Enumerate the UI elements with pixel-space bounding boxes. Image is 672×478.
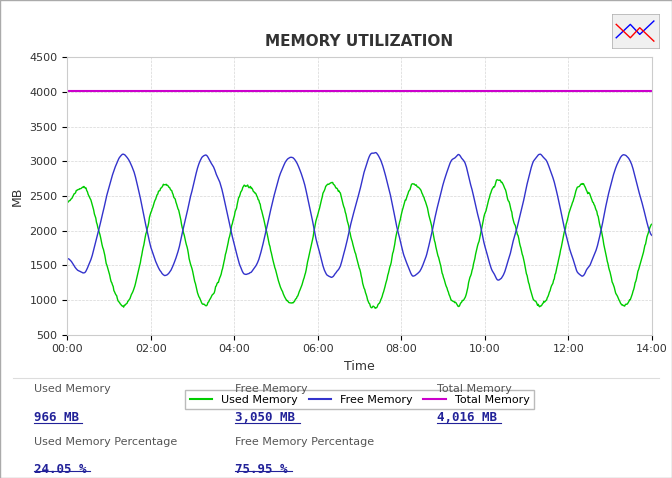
Text: 966 MB: 966 MB <box>34 411 79 424</box>
Free Memory <box>313 241 321 247</box>
Used Memory <box>648 221 656 227</box>
Free Memory <box>372 150 380 155</box>
Used Memory <box>493 177 501 183</box>
Legend: Used Memory, Free Memory, Total Memory: Used Memory, Free Memory, Total Memory <box>185 390 534 409</box>
Total Memory <box>105 88 113 94</box>
Free Memory <box>458 155 466 161</box>
X-axis label: Time: Time <box>344 360 375 373</box>
Free Memory <box>390 210 398 216</box>
Text: Used Memory: Used Memory <box>34 384 110 394</box>
Used Memory <box>392 229 401 235</box>
Used Memory <box>355 265 363 271</box>
Used Memory <box>458 299 466 305</box>
Text: Used Memory Percentage: Used Memory Percentage <box>34 436 177 446</box>
Text: 24.05 %: 24.05 % <box>34 463 86 476</box>
Used Memory <box>63 199 71 205</box>
Y-axis label: MB: MB <box>11 186 24 206</box>
Free Memory <box>63 255 71 261</box>
Used Memory <box>212 283 220 289</box>
Used Memory <box>313 213 321 219</box>
Free Memory <box>648 232 656 238</box>
Line: Used Memory: Used Memory <box>67 180 652 308</box>
Text: Total Memory: Total Memory <box>437 384 511 394</box>
Free Memory <box>495 277 503 283</box>
Free Memory <box>392 224 401 230</box>
Text: Free Memory Percentage: Free Memory Percentage <box>235 436 374 446</box>
Free Memory <box>355 190 363 196</box>
Text: 3,050 MB: 3,050 MB <box>235 411 295 424</box>
Title: MEMORY UTILIZATION: MEMORY UTILIZATION <box>265 34 454 49</box>
Text: 75.95 %: 75.95 % <box>235 463 288 476</box>
Line: Free Memory: Free Memory <box>67 152 652 280</box>
Text: Free Memory: Free Memory <box>235 384 308 394</box>
Used Memory <box>390 245 398 251</box>
Text: 4,016 MB: 4,016 MB <box>437 411 497 424</box>
Free Memory <box>212 170 220 175</box>
Total Memory <box>63 88 71 94</box>
Used Memory <box>371 305 379 311</box>
